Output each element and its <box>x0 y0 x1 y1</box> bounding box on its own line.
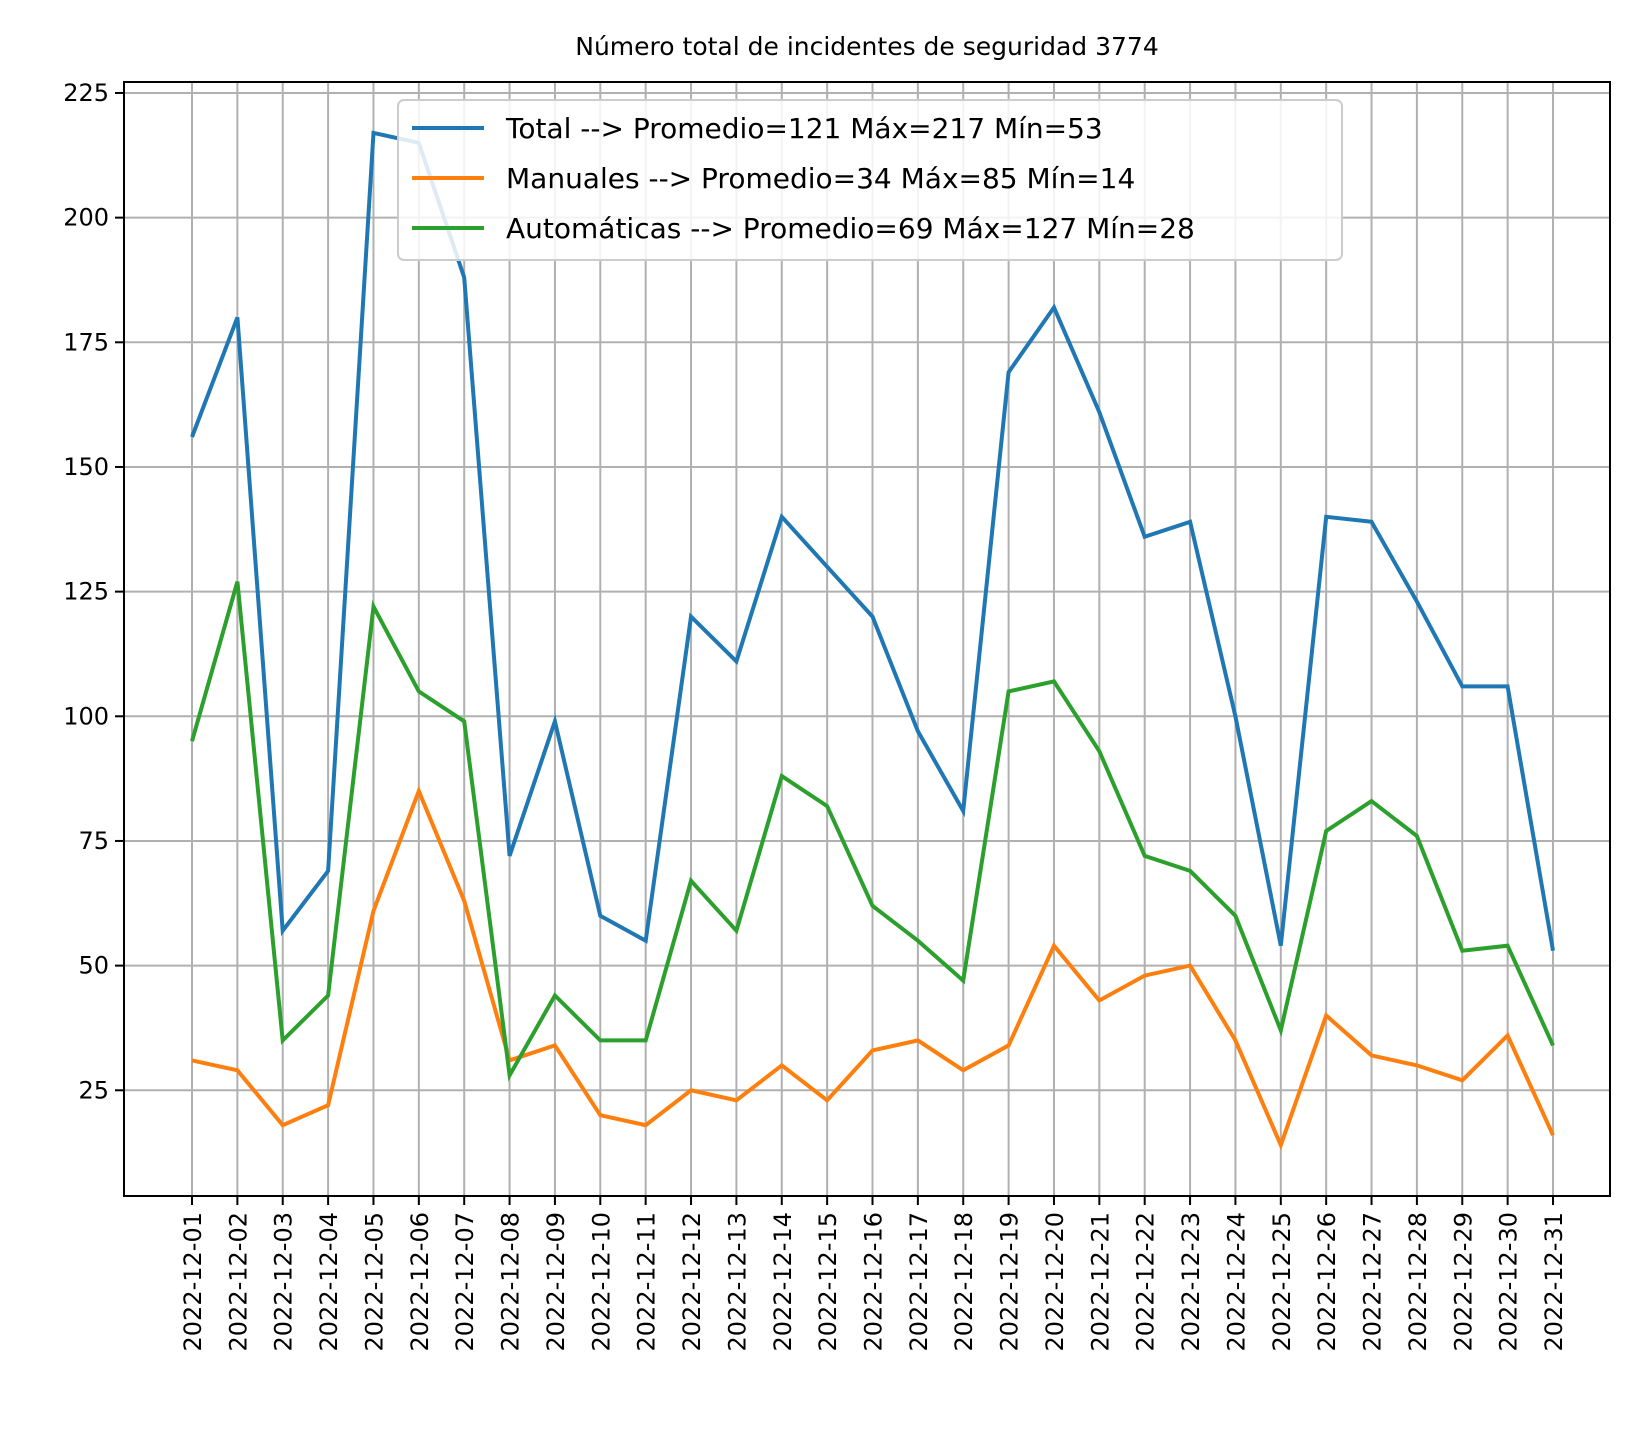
x-tick-label: 2022-12-04 <box>315 1212 343 1351</box>
chart-title: Número total de incidentes de seguridad … <box>575 32 1158 61</box>
x-tick-label: 2022-12-07 <box>451 1212 479 1351</box>
legend-label: Total --> Promedio=121 Máx=217 Mín=53 <box>505 112 1103 145</box>
y-tick-label: 225 <box>63 79 109 107</box>
y-tick-label: 75 <box>78 827 109 855</box>
y-tick-label: 50 <box>78 952 109 980</box>
x-tick-label: 2022-12-31 <box>1540 1212 1568 1351</box>
x-tick-label: 2022-12-22 <box>1132 1212 1160 1351</box>
x-tick-label: 2022-12-17 <box>905 1212 933 1351</box>
x-tick-label: 2022-12-10 <box>587 1212 615 1351</box>
x-tick-label: 2022-12-05 <box>360 1212 388 1351</box>
x-tick-label: 2022-12-03 <box>270 1212 298 1351</box>
legend: Total --> Promedio=121 Máx=217 Mín=53 Man… <box>397 99 1343 261</box>
x-tick-label: 2022-12-16 <box>860 1212 888 1351</box>
legend-label: Automáticas --> Promedio=69 Máx=127 Mín=… <box>506 212 1195 245</box>
x-tick-label: 2022-12-06 <box>406 1212 434 1351</box>
grid-lines <box>124 82 1610 1196</box>
x-tick-label: 2022-12-18 <box>950 1212 978 1351</box>
x-tick-label: 2022-12-19 <box>996 1212 1024 1351</box>
x-tick-label: 2022-12-28 <box>1404 1212 1432 1351</box>
y-tick-label: 100 <box>63 702 109 730</box>
x-tick-label: 2022-12-12 <box>678 1212 706 1351</box>
x-tick-label: 2022-12-02 <box>224 1212 252 1351</box>
series-line-1 <box>191 785 1555 1151</box>
y-tick-label: 200 <box>63 204 109 232</box>
series-line-2 <box>190 581 1555 1082</box>
y-tick-label: 125 <box>63 578 109 606</box>
y-axis: 25 50 75 100 125 150 175 200 225 <box>63 79 124 1104</box>
x-tick-label: 2022-12-27 <box>1359 1212 1387 1351</box>
x-tick-label: 2022-12-09 <box>542 1212 570 1351</box>
x-tick-label: 2022-12-13 <box>723 1212 751 1351</box>
x-tick-label: 2022-12-21 <box>1086 1212 1114 1351</box>
x-tick-label: 2022-12-24 <box>1222 1212 1250 1351</box>
x-tick-label: 2022-12-30 <box>1495 1212 1523 1351</box>
x-tick-label: 2022-12-23 <box>1177 1212 1205 1351</box>
x-tick-label: 2022-12-15 <box>814 1212 842 1351</box>
x-axis: 2022-12-01 2022-12-02 2022-12-03 2022-12-04… <box>179 1196 1568 1351</box>
legend-box <box>397 99 1343 261</box>
legend-label: Manuales --> Promedio=34 Máx=85 Mín=14 <box>506 162 1135 195</box>
x-tick-label: 2022-12-08 <box>497 1212 525 1351</box>
y-tick-label: 25 <box>78 1076 109 1104</box>
x-tick-label: 2022-12-11 <box>633 1212 661 1351</box>
y-tick-label: 175 <box>63 328 109 356</box>
x-tick-label: 2022-12-14 <box>769 1212 797 1351</box>
x-tick-label: 2022-12-01 <box>179 1212 207 1351</box>
x-tick-label: 2022-12-20 <box>1041 1212 1069 1351</box>
plot-area-frame <box>123 81 1611 1197</box>
x-tick-label: 2022-12-26 <box>1313 1212 1341 1351</box>
x-tick-label: 2022-12-25 <box>1268 1212 1296 1351</box>
x-tick-label: 2022-12-29 <box>1449 1212 1477 1351</box>
y-tick-label: 150 <box>63 453 109 481</box>
